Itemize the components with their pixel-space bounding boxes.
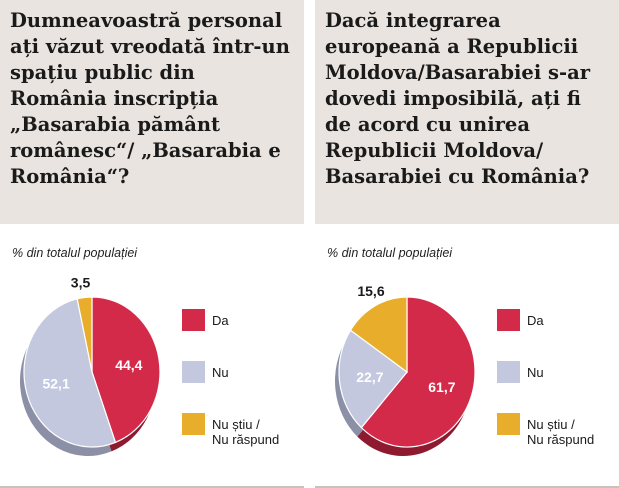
chart-subtitle: % din totalul populației xyxy=(12,246,138,260)
question-text: Dacă integrarea europeană a Republicii M… xyxy=(325,9,590,188)
pie-slice-nu xyxy=(338,329,408,429)
pie-slice-da xyxy=(360,296,476,448)
chart-subtitle: % din totalul populației xyxy=(327,246,453,260)
legend-label-nu-stiu: Nu răspund xyxy=(212,432,279,447)
pie-slice-da xyxy=(91,296,161,444)
legend-label-nu: Nu xyxy=(527,365,544,380)
data-label-da: 44,4 xyxy=(115,357,142,373)
pie-chart-2: 61,7 22,7 15,6 Da Nu Nu știu / Nu răspund xyxy=(315,270,619,488)
data-label-da: 61,7 xyxy=(428,379,455,395)
pie-slice-nu-stiu xyxy=(349,296,408,374)
data-label-nu: 22,7 xyxy=(356,369,383,385)
legend-swatch-nu-stiu xyxy=(182,413,205,435)
legend-swatch-da xyxy=(182,309,205,331)
legend-label-nu-stiu: Nu răspund xyxy=(527,432,594,447)
divider xyxy=(0,486,304,488)
data-label-nu-stiu: 3,5 xyxy=(71,274,91,290)
legend-label-nu: Nu xyxy=(212,365,229,380)
panel-right: Dacă integrarea europeană a Republicii M… xyxy=(315,0,619,488)
pie-chart-1: 44,4 52,1 3,5 Da Nu Nu știu / Nu răspund xyxy=(0,270,304,488)
legend-swatch-nu-stiu xyxy=(497,413,520,435)
pie-slice-nu-stiu xyxy=(76,296,93,373)
legend-swatch-da xyxy=(497,309,520,331)
data-label-nu-stiu: 15,6 xyxy=(357,283,384,299)
legend-swatch-nu xyxy=(182,361,205,383)
data-label-nu: 52,1 xyxy=(42,376,69,392)
question-text: Dumneavoastră personal ați văzut vreodat… xyxy=(10,9,290,188)
legend-label-da: Da xyxy=(527,313,544,328)
question-box: Dumneavoastră personal ați văzut vreodat… xyxy=(0,0,304,224)
pie-chart-svg: 61,7 22,7 15,6 Da Nu Nu știu /Nu răspund xyxy=(335,283,594,457)
pie-slice-nu xyxy=(23,298,117,448)
divider xyxy=(315,486,619,488)
legend-swatch-nu xyxy=(497,361,520,383)
legend-label-da: Da xyxy=(212,313,229,328)
legend-label-nu-stiu: Nu știu / xyxy=(527,417,575,432)
legend-label-nu-stiu: Nu știu / xyxy=(212,417,260,432)
pie-chart-svg: 44,4 52,1 3,5 Da Nu Nu știu /Nu răspund xyxy=(20,274,279,456)
panel-left: Dumneavoastră personal ați văzut vreodat… xyxy=(0,0,304,488)
question-box: Dacă integrarea europeană a Republicii M… xyxy=(315,0,619,224)
